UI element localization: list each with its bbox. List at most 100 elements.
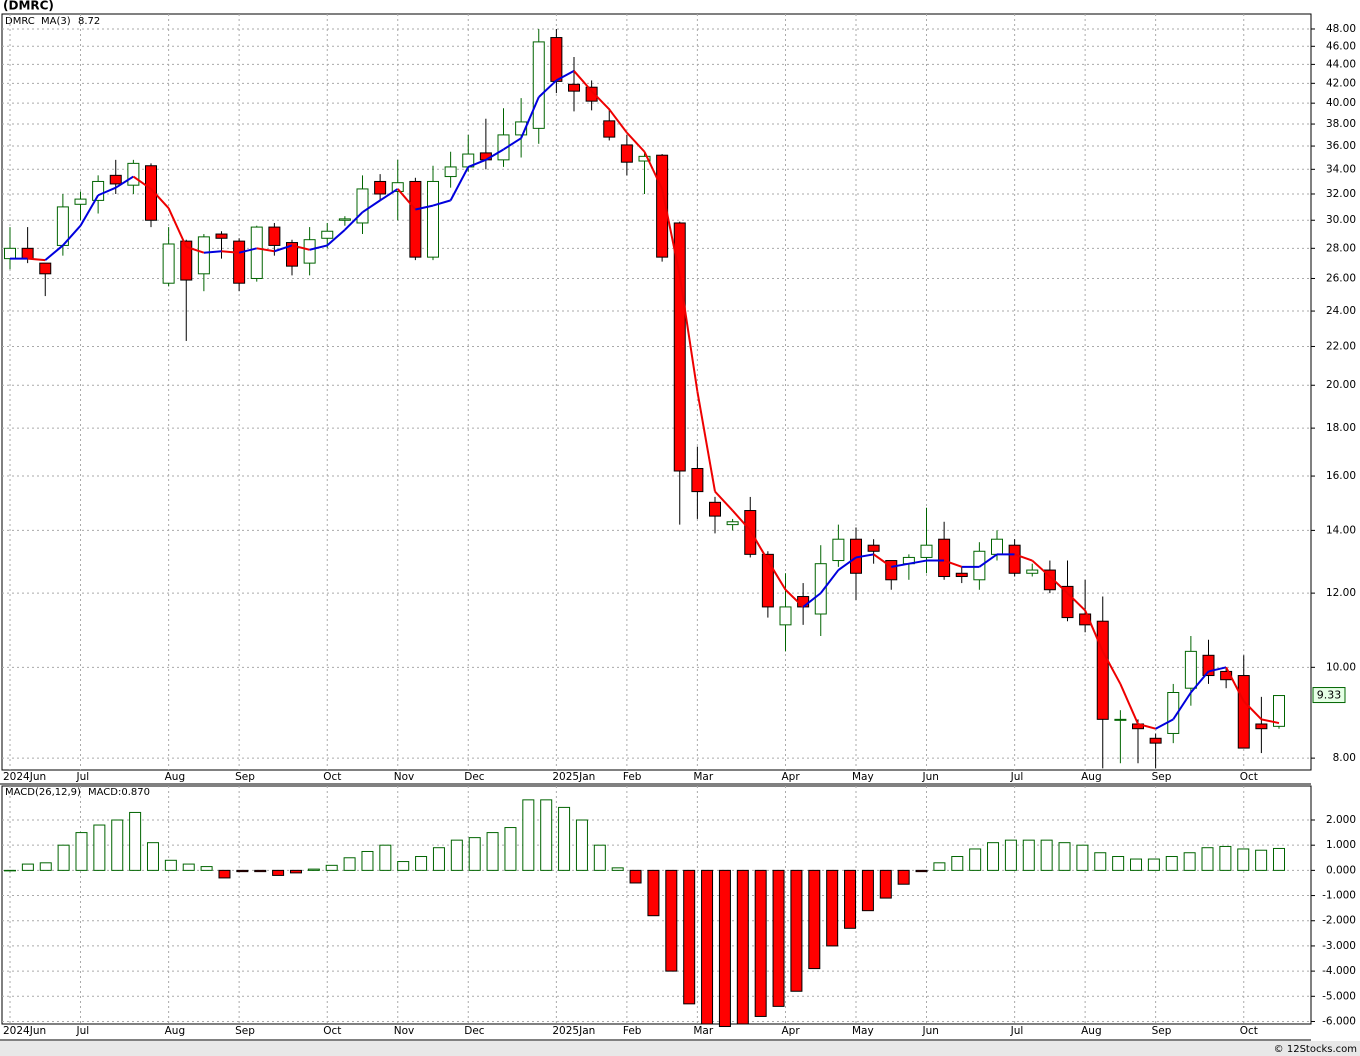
ma-line xyxy=(520,96,540,139)
candle-body xyxy=(761,553,774,608)
macd-bar xyxy=(1219,845,1232,871)
ma-line xyxy=(590,90,610,111)
y-tick-label: 26.00 xyxy=(1326,272,1356,284)
macd-bar xyxy=(647,869,660,917)
y-tick-label: 14.00 xyxy=(1326,524,1356,536)
y-tick-label: 32.00 xyxy=(1326,188,1356,200)
ma-line xyxy=(1261,718,1280,725)
ma-line xyxy=(1190,670,1210,694)
y-tick-label: 10.00 xyxy=(1326,661,1356,673)
candle-body xyxy=(1220,670,1233,681)
candle-body xyxy=(568,83,580,92)
candle-body xyxy=(180,240,193,281)
macd-bar xyxy=(129,811,142,871)
macd-bar xyxy=(57,844,70,871)
ma-line xyxy=(555,70,575,82)
candle-body xyxy=(303,239,316,264)
candle-body xyxy=(1026,569,1039,574)
y-tick-label: 30.00 xyxy=(1326,214,1356,226)
x-tick-label: Sep xyxy=(235,771,255,783)
candle-body xyxy=(638,155,651,162)
macd-bar xyxy=(1147,858,1160,871)
ma-line xyxy=(1084,610,1104,652)
macd-bar xyxy=(754,869,767,1017)
ma-line xyxy=(62,225,82,247)
candle-body xyxy=(1149,737,1162,744)
candle-body xyxy=(797,596,810,608)
ma-line xyxy=(749,529,769,562)
candle-body xyxy=(532,41,545,129)
candle-body xyxy=(1237,675,1250,749)
candle-body xyxy=(585,86,598,102)
macd-bar xyxy=(1165,856,1178,871)
macd-bar xyxy=(272,869,285,876)
macd-bar xyxy=(772,869,785,1007)
y-tick-label: 36.00 xyxy=(1326,140,1356,152)
candle-body xyxy=(656,154,669,258)
ma-line xyxy=(661,188,681,276)
candle-body xyxy=(497,134,510,161)
ma-line xyxy=(485,148,505,161)
macd-bar xyxy=(504,827,517,871)
candle-body xyxy=(620,144,633,163)
x-tick-label: May xyxy=(852,1025,874,1037)
candle-body xyxy=(92,180,105,201)
macd-bar xyxy=(575,819,588,871)
y-tick-label: 8.00 xyxy=(1333,752,1356,764)
macd-bar xyxy=(665,869,678,972)
ma-line xyxy=(1119,683,1139,725)
ma-line xyxy=(1208,666,1227,673)
macd-bar xyxy=(808,869,821,970)
ma-line xyxy=(714,490,734,512)
candle-body xyxy=(1184,650,1197,689)
candle-body xyxy=(920,544,933,558)
macd-bar xyxy=(736,869,749,1025)
y-tick-label: 40.00 xyxy=(1326,97,1356,109)
ma-line xyxy=(1155,718,1174,730)
ma-line xyxy=(855,553,874,559)
macd-bar xyxy=(254,869,267,873)
candle-body xyxy=(4,247,16,260)
macd-bar xyxy=(21,863,34,871)
macd-bar xyxy=(325,864,338,871)
ma-line xyxy=(432,199,451,207)
y-tick-label: -6.000 xyxy=(1322,1015,1356,1027)
y-tick-label: -1.000 xyxy=(1322,890,1356,902)
ma-line xyxy=(873,553,892,568)
x-tick-label: Jun xyxy=(922,1025,939,1037)
macd-bar xyxy=(1183,852,1196,871)
x-tick-label: Sep xyxy=(235,1025,255,1037)
candle-body xyxy=(673,222,686,472)
candle-body xyxy=(550,37,563,82)
ma-line xyxy=(802,592,822,608)
macd-name: MACD(26,12,9) xyxy=(5,787,81,798)
candle-body xyxy=(726,521,739,526)
macd-bar xyxy=(361,850,374,871)
ma-line xyxy=(185,245,205,254)
macd-bar xyxy=(1112,856,1125,871)
macd-bar xyxy=(39,862,52,871)
macd-bar xyxy=(200,866,213,871)
ma-line xyxy=(132,175,152,190)
x-tick-label: Nov xyxy=(394,1025,415,1037)
legend-symbol: DMRC xyxy=(5,16,35,27)
candle-body xyxy=(444,166,457,178)
ma-line xyxy=(326,229,346,247)
candle-body xyxy=(515,121,528,136)
x-tick-label: Oct xyxy=(323,771,341,783)
footer: © 12Stocks.com xyxy=(1274,1044,1357,1055)
macd-bar xyxy=(1076,844,1089,871)
plot-frame xyxy=(1,13,1312,771)
ma-line xyxy=(784,589,804,608)
macd-bar xyxy=(879,869,892,899)
ma-line xyxy=(44,244,64,261)
candle-body xyxy=(374,180,387,195)
ma-line xyxy=(908,559,927,565)
macd-bar xyxy=(236,869,249,873)
footer-bar xyxy=(0,1041,1360,1056)
macd-bar xyxy=(432,847,445,871)
x-tick-label: 2024Jun xyxy=(3,1025,46,1037)
candle-body xyxy=(338,218,351,221)
candle-body xyxy=(1061,585,1074,619)
ma-line xyxy=(573,70,593,92)
